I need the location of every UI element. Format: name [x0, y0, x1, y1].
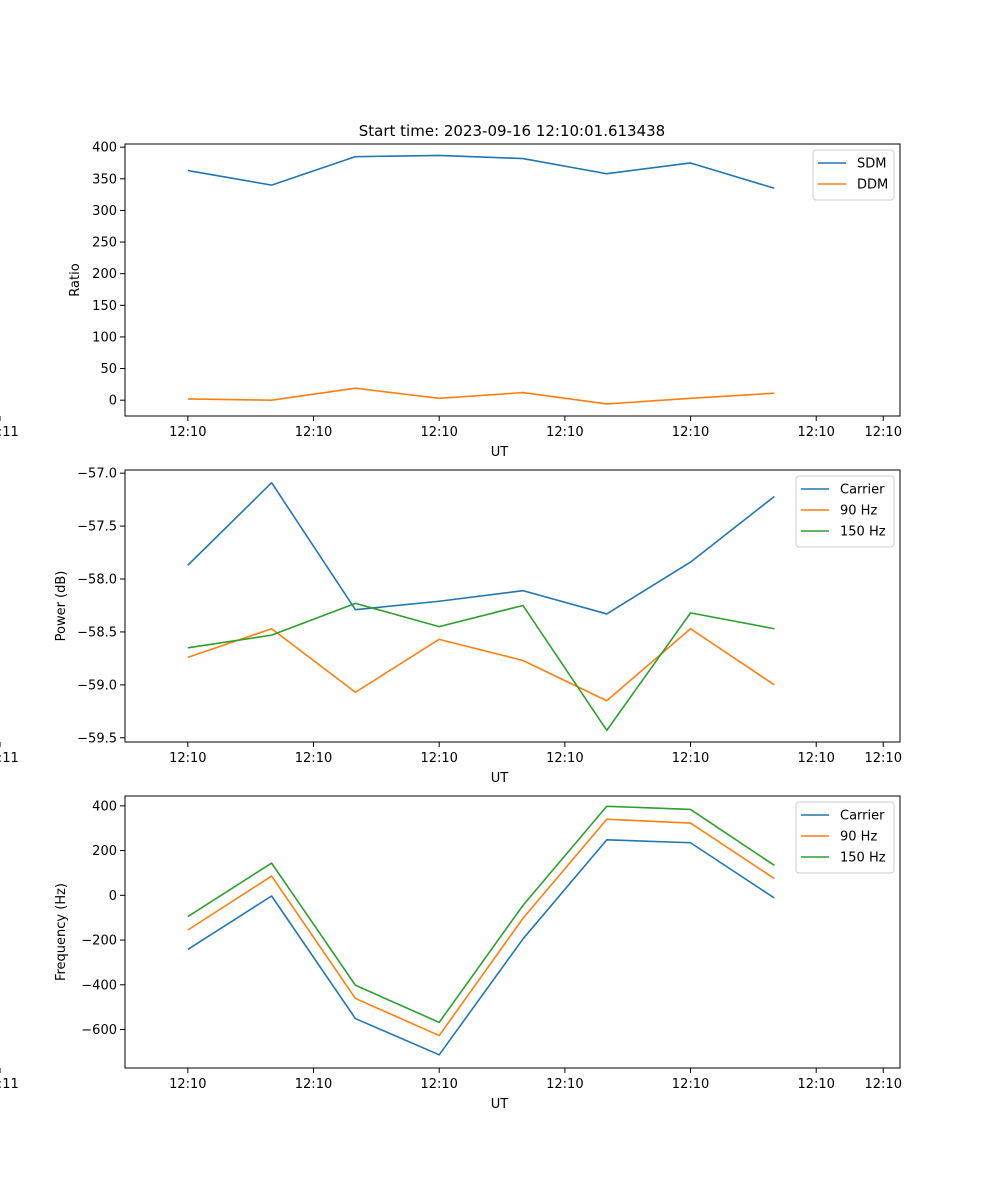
- y-tick-label: 200: [92, 267, 117, 282]
- x-axis-label: UT: [491, 445, 509, 460]
- series-line-ddm: [187, 387, 775, 405]
- legend-label: DDM: [857, 178, 888, 193]
- x-tick-label: 12:10: [169, 1077, 206, 1092]
- x-tick-label: 12:11: [0, 1077, 19, 1092]
- y-tick-label: 0: [109, 394, 117, 409]
- legend: SDM DDM: [812, 149, 895, 201]
- series-line-carrier: [187, 839, 775, 1056]
- series-line-carrier: [187, 481, 775, 615]
- x-tick-label: 12:10: [420, 1077, 457, 1092]
- legend-box: [795, 801, 895, 874]
- y-tick-label: −58.5: [77, 625, 117, 640]
- x-tick-label: 12:10: [546, 425, 583, 440]
- series-line-150-hz: [187, 805, 775, 1024]
- x-tick-label: 12:10: [420, 751, 457, 766]
- x-tick-label: 12:10: [420, 425, 457, 440]
- x-tick-label: 12:10: [672, 425, 709, 440]
- legend-label: 90 Hz: [840, 504, 877, 519]
- legend-label: Carrier: [840, 483, 885, 498]
- legend-label: 150 Hz: [840, 851, 886, 866]
- x-tick-label: 12:10: [797, 1077, 834, 1092]
- x-tick-label: 12:11: [0, 751, 19, 766]
- x-tick-label: 12:10: [865, 425, 902, 440]
- figure-title: Start time: 2023-09-16 12:10:01.613438: [359, 122, 665, 140]
- subplot-1: 0 50 100 150 200 250 300 350 400 12:10 12:10 12:10 1…: [0, 141, 902, 460]
- subplots: 0 50 100 150 200 250 300 350 400 12:10 12:10 12:10 1…: [0, 141, 902, 1112]
- y-tick-label: −59.0: [77, 678, 117, 693]
- plot-frame: [124, 469, 901, 743]
- subplot-2: −57.0 −57.5 −58.0 −58.5 −59.0 −59.5 12:10 12:10…: [0, 467, 902, 786]
- x-tick-label: 12:10: [295, 1077, 332, 1092]
- y-tick-label: −400: [81, 978, 117, 993]
- y-tick-label: 100: [92, 330, 117, 345]
- x-axis-label: UT: [491, 1097, 509, 1112]
- legend-label: 150 Hz: [840, 525, 886, 540]
- plot-frame: [124, 143, 901, 417]
- series-line-150-hz: [187, 602, 775, 732]
- x-tick-label: 12:11: [0, 425, 19, 440]
- x-tick-label: 12:10: [865, 1077, 902, 1092]
- y-tick-label: 350: [92, 172, 117, 187]
- y-tick-label: 200: [92, 844, 117, 859]
- x-tick-label: 12:10: [865, 751, 902, 766]
- x-tick-label: 12:10: [169, 425, 206, 440]
- subplot-3: 400 200 0 −200 −400 −600 12:10 12:10 12:10 12:10 1…: [0, 795, 902, 1112]
- y-tick-label: 150: [92, 299, 117, 314]
- y-tick-label: 50: [100, 362, 117, 377]
- legend: Carrier 90 Hz 150 Hz: [795, 475, 895, 548]
- y-tick-label: −57.5: [77, 520, 117, 535]
- y-tick-label: 400: [92, 141, 117, 156]
- x-tick-label: 12:10: [672, 751, 709, 766]
- plot-frame: [124, 795, 901, 1069]
- legend-label: Carrier: [840, 809, 885, 824]
- x-tick-label: 12:10: [295, 751, 332, 766]
- y-tick-label: −200: [81, 934, 117, 949]
- x-tick-label: 12:10: [797, 425, 834, 440]
- legend-label: SDM: [857, 157, 886, 172]
- x-tick-label: 12:10: [672, 1077, 709, 1092]
- x-tick-label: 12:10: [546, 751, 583, 766]
- series-line-sdm: [187, 154, 775, 190]
- y-tick-label: 0: [109, 889, 117, 904]
- y-axis-label: Frequency (Hz): [54, 883, 69, 981]
- y-tick-label: 400: [92, 799, 117, 814]
- y-axis-label: Ratio: [68, 263, 83, 296]
- legend-label: 90 Hz: [840, 830, 877, 845]
- legend-box: [795, 475, 895, 548]
- x-tick-label: 12:10: [797, 751, 834, 766]
- legend: Carrier 90 Hz 150 Hz: [795, 801, 895, 874]
- series-line-90-hz: [187, 818, 775, 1037]
- y-tick-label: −600: [81, 1023, 117, 1038]
- y-tick-label: 300: [92, 204, 117, 219]
- x-axis-label: UT: [491, 771, 509, 786]
- x-tick-label: 12:10: [295, 425, 332, 440]
- series-line-90-hz: [187, 627, 775, 702]
- y-axis-label: Power (dB): [54, 571, 69, 642]
- y-tick-label: −59.5: [77, 731, 117, 746]
- x-tick-label: 12:10: [546, 1077, 583, 1092]
- y-tick-label: 250: [92, 236, 117, 251]
- y-tick-label: −58.0: [77, 573, 117, 588]
- y-tick-label: −57.0: [77, 467, 117, 482]
- x-tick-label: 12:10: [169, 751, 206, 766]
